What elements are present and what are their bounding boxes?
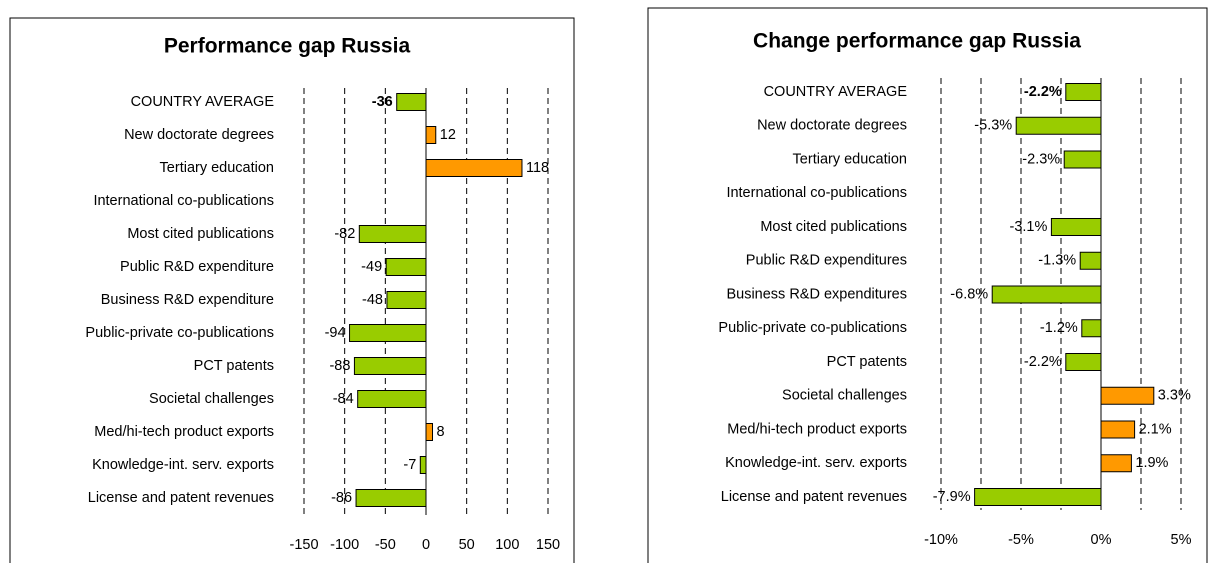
category-label: Tertiary education [793,151,907,167]
category-label: Business R&D expenditures [726,286,907,302]
bar [385,258,427,276]
x-tick-label: 0% [1091,532,1112,548]
data-label: -2.2% [1024,84,1062,100]
bar [974,488,1102,506]
category-label: New doctorate degrees [757,118,907,134]
category-label: License and patent revenues [721,489,907,505]
data-label: 12 [440,127,456,143]
bar [1065,83,1102,101]
category-label: Tertiary education [160,160,274,176]
data-label: -2.3% [1022,151,1060,167]
bar [991,285,1102,304]
data-label: 2.1% [1139,421,1172,437]
category-label: Most cited publications [760,219,907,235]
category-label: New doctorate degrees [124,127,274,143]
category-label: COUNTRY AVERAGE [131,94,275,110]
x-tick-label: 150 [536,537,560,553]
category-label: COUNTRY AVERAGE [764,84,908,100]
x-tick-label: -50 [375,537,396,553]
data-label: -2.2% [1024,354,1062,370]
frame [647,7,1208,563]
bar [353,357,427,375]
data-label: -86 [331,490,352,506]
category-label: Knowledge-int. serv. exports [725,455,907,471]
category-label: Med/hi-tech product exports [727,421,907,437]
x-tick-label: 0 [422,537,430,553]
bar [1065,353,1102,371]
category-label: PCT patents [194,358,274,374]
data-label: 118 [526,160,549,176]
category-label: Med/hi-tech product exports [94,424,274,440]
category-label: Public-private co-publications [718,320,907,336]
data-label: 3.3% [1158,388,1191,404]
category-label: Public R&D expenditures [746,253,907,269]
data-label: -84 [333,391,354,407]
category-label: International co-publications [726,185,907,201]
category-label: Business R&D expenditure [101,292,274,308]
data-label: -82 [334,226,355,242]
data-label: -1.3% [1038,253,1076,269]
category-label: PCT patents [827,354,907,370]
x-tick-label: -5% [1008,532,1034,548]
bar [1081,319,1102,338]
data-label: -5.3% [974,118,1012,134]
x-tick-label: -10% [924,532,958,548]
category-label: Public-private co-publications [85,325,274,341]
bar [1100,386,1155,405]
data-label: -49 [361,259,382,275]
bar [1079,251,1102,270]
bar [355,489,427,507]
bar [386,291,427,309]
bar [419,456,427,474]
category-label: Public R&D expenditure [120,259,274,275]
data-label: 8 [437,424,445,440]
data-label: 1.9% [1135,455,1168,471]
x-tick-label: 5% [1171,532,1192,548]
bar [1100,454,1132,473]
bar [1050,218,1102,236]
data-label: -88 [329,358,350,374]
bar [349,324,427,342]
bar [1015,116,1102,135]
bar [1063,150,1102,169]
category-label: International co-publications [93,193,274,209]
bar [357,390,427,408]
x-tick-label: -100 [330,537,359,553]
data-label: -48 [362,292,383,308]
frame [9,17,575,563]
bar [1100,420,1136,439]
x-tick-label: -150 [289,537,318,553]
bar [425,159,523,177]
chart-title: Performance gap Russia [164,35,411,58]
data-label: -6.8% [950,286,988,302]
category-label: Knowledge-int. serv. exports [92,457,274,473]
x-tick-label: 50 [459,537,475,553]
bar [396,93,427,111]
category-label: Societal challenges [149,391,274,407]
bar [425,126,437,144]
category-label: Most cited publications [127,226,274,242]
category-label: License and patent revenues [88,490,274,506]
chart-title: Change performance gap Russia [753,30,1081,53]
data-label: -94 [325,325,346,341]
x-tick-label: 100 [495,537,519,553]
data-label: -7.9% [933,489,971,505]
category-label: Societal challenges [782,388,907,404]
bar [425,423,434,441]
bar [358,225,427,243]
data-label: -3.1% [1010,219,1048,235]
data-label: -7 [403,457,416,473]
data-label: -1.2% [1040,320,1078,336]
data-label: -36 [372,94,393,110]
